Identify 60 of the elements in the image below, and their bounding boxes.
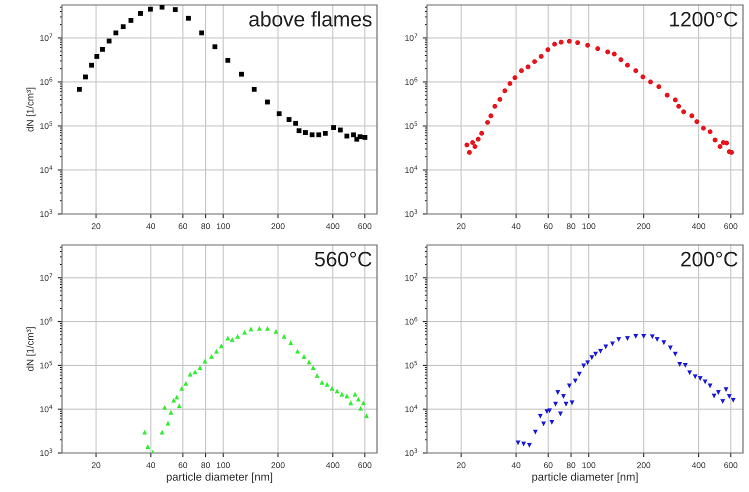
annotation: above flames (249, 11, 372, 27)
x-tick-label: 60 (178, 223, 188, 230)
x-tick-label: 200 (637, 223, 650, 230)
y-tick-label: 10$^{4}$ (40, 166, 52, 174)
y-tick-label: 10$^{6}$ (40, 77, 52, 85)
x-tick-label: 200 (271, 223, 285, 230)
y-tick-label: 10$^{4}$ (405, 404, 418, 412)
x-tick-label: 20 (92, 462, 100, 468)
x-tick-label: 400 (692, 223, 706, 230)
x-tick-label: 40 (146, 462, 156, 468)
y-tick-label: 10$^{3}$ (405, 209, 418, 218)
annotation: 560°C (314, 252, 372, 267)
y-tick-label: 10$^{6}$ (40, 317, 52, 325)
x-tick-label: 400 (326, 223, 340, 230)
x-tick-label: 200 (271, 462, 285, 468)
y-tick-label: 10$^{4}$ (405, 166, 418, 174)
annotation: 1200°C (670, 12, 738, 27)
x-tick-label: 60 (178, 462, 188, 468)
x-tick-label: 100 (582, 462, 596, 468)
x-tick-label: 80 (566, 223, 576, 230)
x-tick-label: 100 (216, 223, 230, 230)
x-tick-label: 100 (582, 223, 596, 230)
annotation: 200°C (681, 252, 738, 267)
y-tick-label: 10$^{6}$ (405, 317, 418, 325)
y-tick-label: 10$^{3}$ (40, 209, 52, 218)
x-tick-label: 80 (201, 223, 210, 230)
y-tick-label: 10$^{5}$ (40, 360, 52, 368)
y-tick-label: 10$^{7}$ (405, 273, 418, 281)
x-tick-label: 600 (724, 462, 738, 468)
x-tick-label: 80 (201, 462, 210, 468)
y-tick-label: 10$^{7}$ (40, 273, 52, 281)
x-tick-label: 40 (512, 223, 520, 230)
x-tick-label: 40 (146, 223, 156, 230)
x-tick-label: 200 (637, 462, 650, 468)
x-tick-label: 40 (512, 462, 520, 468)
x-tick-label: 400 (326, 462, 340, 468)
x-tick-label: 80 (566, 462, 576, 468)
y-axis-title: dN [1/cm³] (26, 327, 36, 372)
x-tick-label: 20 (456, 462, 466, 468)
y-tick-label: 10$^{5}$ (405, 360, 418, 368)
x-tick-label: 60 (544, 223, 553, 230)
x-axis-title: particle diameter [nm] (166, 472, 272, 483)
x-axis-title: particle diameter [nm] (532, 472, 638, 483)
y-tick-label: 10$^{5}$ (40, 121, 52, 130)
y-tick-label: 10$^{4}$ (40, 404, 52, 412)
y-axis-title: dN [1/cm³] (26, 88, 36, 132)
y-tick-label: 10$^{3}$ (405, 448, 418, 456)
x-tick-label: 400 (692, 462, 706, 468)
x-tick-label: 20 (92, 223, 100, 230)
x-tick-label: 600 (724, 223, 738, 230)
x-tick-label: 600 (358, 462, 372, 468)
x-tick-label: 600 (358, 223, 372, 230)
y-tick-label: 10$^{3}$ (40, 448, 52, 456)
x-tick-label: 100 (216, 462, 230, 468)
y-tick-label: 10$^{6}$ (405, 77, 418, 85)
y-tick-label: 10$^{7}$ (40, 33, 52, 41)
y-tick-label: 10$^{5}$ (405, 121, 418, 130)
x-tick-label: 60 (544, 462, 553, 468)
x-tick-label: 20 (456, 223, 466, 230)
y-tick-label: 10$^{7}$ (405, 33, 418, 41)
